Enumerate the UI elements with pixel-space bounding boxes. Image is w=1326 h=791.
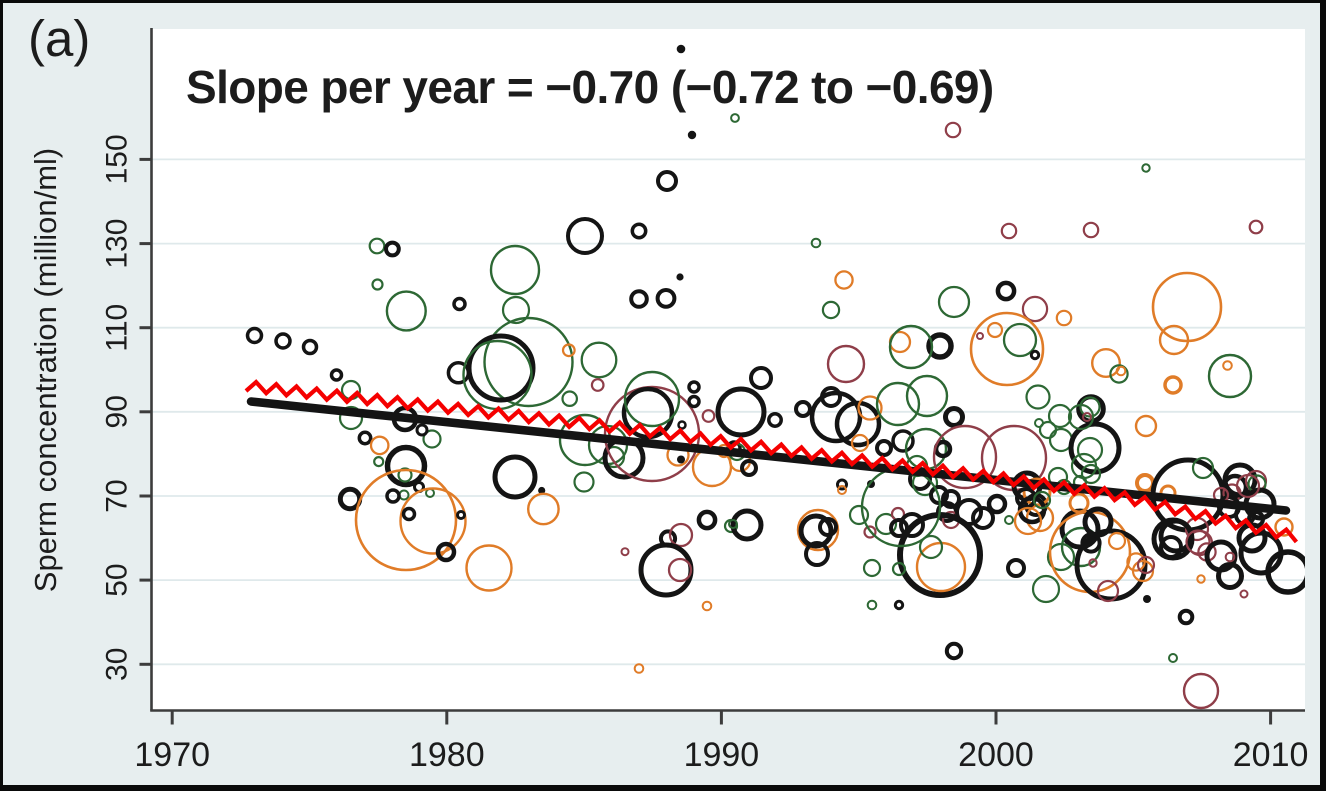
svg-text:1990: 1990 <box>684 736 760 774</box>
svg-text:1970: 1970 <box>134 736 210 774</box>
svg-text:30: 30 <box>101 648 134 681</box>
svg-text:2010: 2010 <box>1233 736 1309 774</box>
svg-text:1980: 1980 <box>409 736 485 774</box>
svg-text:150: 150 <box>101 134 134 184</box>
svg-text:90: 90 <box>101 395 134 428</box>
svg-text:70: 70 <box>101 479 134 512</box>
svg-text:Slope per year = −0.70 (−0.72: Slope per year = −0.70 (−0.72 to −0.69) <box>186 61 994 113</box>
svg-text:130: 130 <box>101 219 134 269</box>
svg-text:50: 50 <box>101 563 134 596</box>
svg-text:(a): (a) <box>28 10 90 67</box>
svg-text:110: 110 <box>101 304 134 352</box>
svg-text:2000: 2000 <box>958 736 1034 774</box>
svg-text:Sperm concentration (million/m: Sperm concentration (million/ml) <box>28 148 63 592</box>
